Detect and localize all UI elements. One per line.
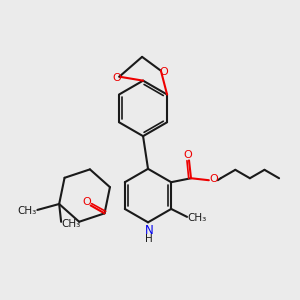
Text: CH₃: CH₃ [61, 219, 81, 229]
Text: O: O [112, 73, 121, 83]
Text: N: N [145, 224, 153, 237]
Text: O: O [160, 67, 168, 77]
Text: CH₃: CH₃ [187, 213, 207, 223]
Text: O: O [82, 197, 91, 208]
Text: CH₃: CH₃ [18, 206, 37, 216]
Text: H: H [145, 234, 153, 244]
Text: O: O [209, 174, 218, 184]
Text: O: O [184, 150, 192, 161]
